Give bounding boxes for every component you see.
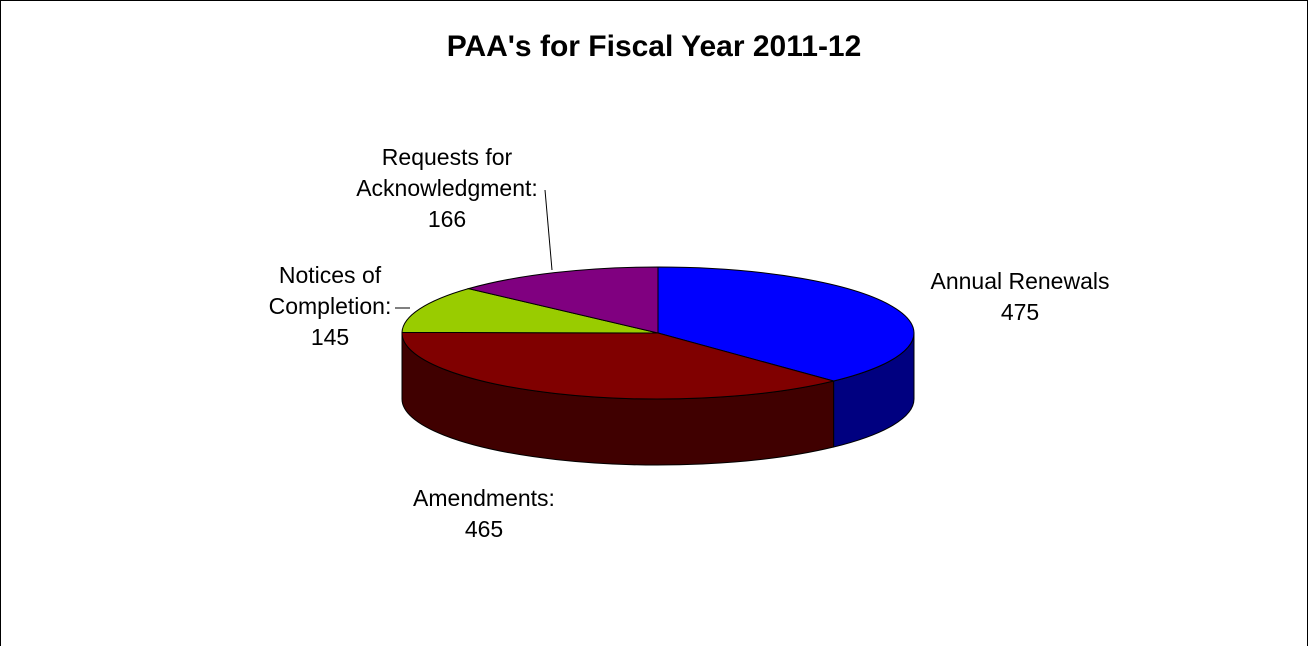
pie-slice-2 <box>401 288 659 334</box>
pie-slice-3 <box>466 266 659 334</box>
data-label-0: Annual Renewals 475 <box>930 268 1109 325</box>
pie-slice-0 <box>657 266 915 382</box>
leader-line-requests <box>544 189 553 271</box>
data-label-3: Requests for Acknowledgment: 166 <box>356 144 538 232</box>
data-label-2: Notices of Completion: 145 <box>269 262 392 350</box>
pie-slice-1 <box>401 331 834 400</box>
chart-title: PAA's for Fiscal Year 2011-12 <box>446 30 862 63</box>
data-label-1: Amendments: 465 <box>413 485 555 542</box>
